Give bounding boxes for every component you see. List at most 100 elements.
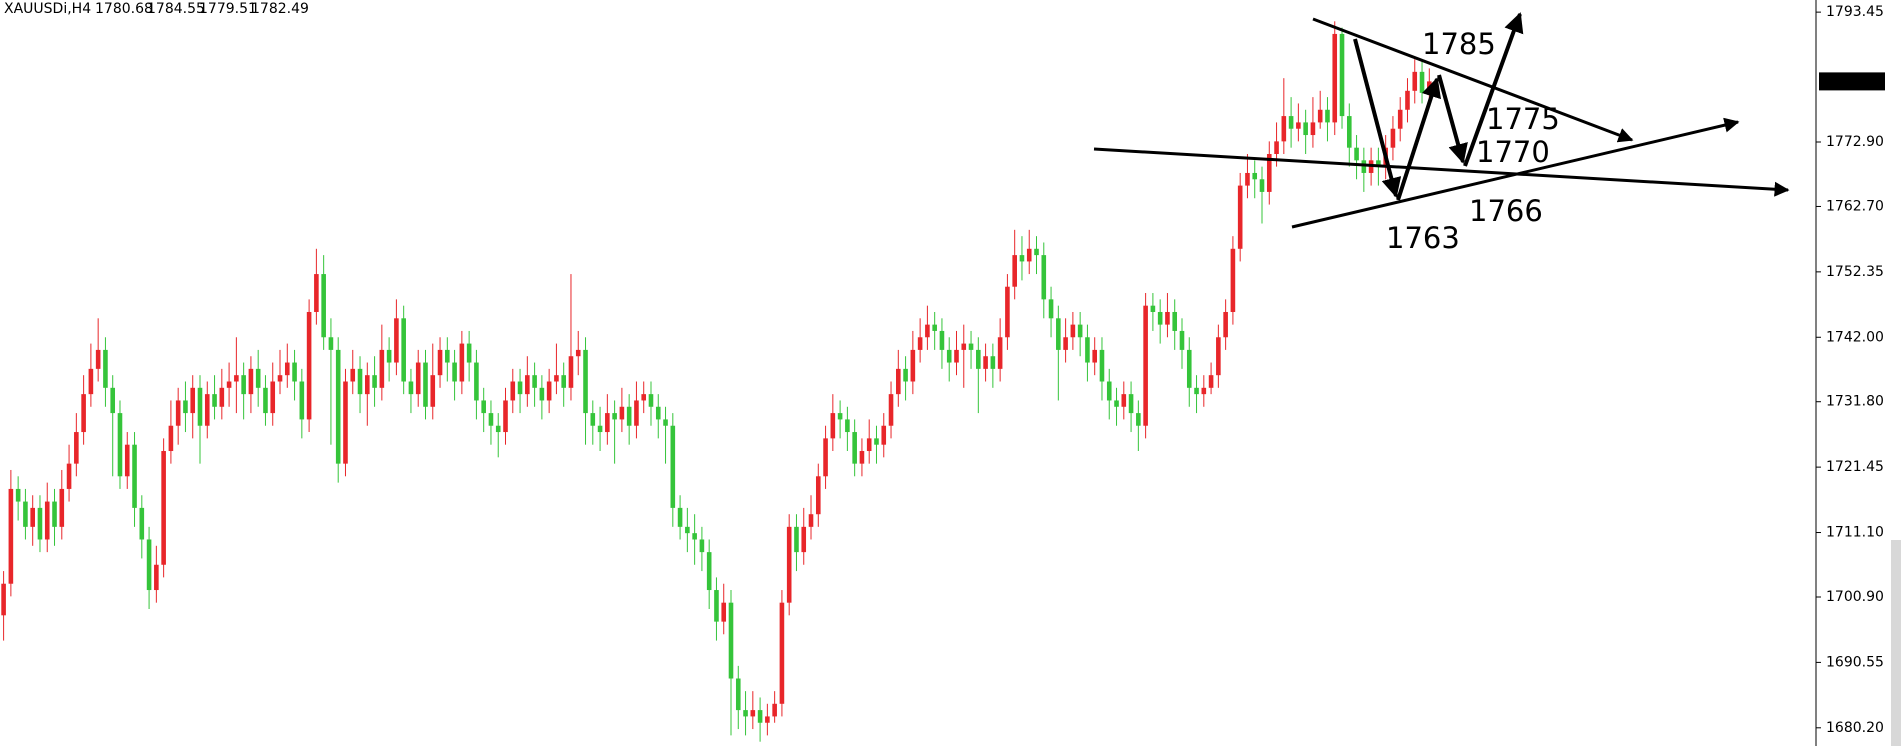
- candle-body: [328, 337, 334, 350]
- candle-body: [677, 507, 683, 527]
- candle-body: [357, 368, 363, 395]
- candle-body: [932, 324, 937, 331]
- candle-body: [466, 343, 472, 363]
- y-tick-label: 1731.80: [1826, 394, 1884, 410]
- candle-body: [568, 356, 574, 388]
- wave-arrow: [1463, 12, 1524, 167]
- candle-body: [1136, 413, 1141, 426]
- scrollbar: [1891, 540, 1901, 746]
- candle-body: [1332, 33, 1338, 123]
- candle-body: [95, 349, 101, 369]
- candle-body: [1186, 349, 1192, 388]
- candle-body: [641, 394, 647, 401]
- candle-body: [139, 507, 145, 540]
- candle-body: [903, 368, 908, 382]
- candle-body: [837, 413, 843, 420]
- candle-body: [124, 444, 130, 477]
- wave-arrow: [1396, 77, 1441, 201]
- candle-body: [445, 349, 450, 363]
- candle-body: [779, 602, 785, 704]
- candle-body: [161, 451, 166, 565]
- candle-body: [525, 375, 530, 395]
- candle-body: [30, 507, 35, 527]
- candle-body: [1201, 387, 1207, 395]
- candle-body: [663, 419, 668, 426]
- candle-body: [772, 703, 777, 717]
- candle-body: [1412, 71, 1418, 91]
- candle-body: [815, 476, 821, 515]
- annotation: 1770: [1476, 135, 1550, 169]
- candle-body: [852, 432, 857, 464]
- candle-body: [459, 343, 465, 382]
- candle-body: [866, 438, 872, 452]
- candle-body: [954, 349, 959, 363]
- candle-body: [117, 413, 123, 477]
- candle-body: [910, 349, 916, 382]
- candle-body: [437, 349, 443, 376]
- candle-body: [1216, 337, 1221, 376]
- annotation: 1775: [1486, 102, 1560, 136]
- candle-body: [1034, 248, 1039, 256]
- candle-body: [1194, 387, 1199, 395]
- candle-body: [168, 425, 174, 452]
- candle-body: [685, 526, 690, 534]
- candle-body: [263, 387, 268, 414]
- candle-body: [204, 394, 210, 426]
- candle-body: [626, 406, 632, 426]
- candle-body: [343, 381, 348, 464]
- candle-body: [37, 507, 43, 540]
- candle-body: [1106, 381, 1112, 401]
- candle-body: [1361, 160, 1367, 173]
- candle-body: [1288, 116, 1294, 129]
- candle-body: [1165, 311, 1170, 325]
- candle-body: [1296, 122, 1301, 129]
- candle-body: [488, 413, 494, 426]
- candle-body: [423, 362, 428, 407]
- candle-body: [554, 375, 559, 382]
- price-box: [1819, 72, 1885, 91]
- candle-body: [619, 406, 625, 420]
- candle-body: [394, 318, 399, 363]
- candle-body: [976, 349, 981, 369]
- candle-body: [1266, 154, 1272, 192]
- candle-body: [1005, 286, 1010, 338]
- candles: [1, 21, 1432, 742]
- candle-body: [183, 400, 188, 414]
- candle-body: [786, 526, 792, 603]
- symbol: XAUUSDi,H4: [4, 1, 91, 17]
- candle-body: [154, 564, 159, 591]
- y-tick-label: 1711.10: [1826, 525, 1884, 541]
- candle-body: [532, 375, 537, 388]
- candle-body: [503, 400, 508, 433]
- candle-body: [103, 349, 108, 388]
- candle-body: [408, 381, 414, 395]
- candle-body: [510, 381, 516, 401]
- candle-body: [1, 583, 6, 616]
- candle-body: [1376, 160, 1381, 167]
- candle-body: [74, 432, 79, 464]
- candle-body: [1208, 375, 1214, 388]
- trend-arrow: [1093, 147, 1790, 197]
- candle-body: [284, 362, 290, 376]
- candle-body: [583, 349, 588, 414]
- candle-body: [365, 375, 370, 395]
- candle-body: [917, 337, 923, 350]
- annotation: 1785: [1422, 27, 1496, 61]
- candle-body: [990, 356, 996, 369]
- candle-body: [1077, 324, 1083, 338]
- candle-body: [655, 406, 661, 420]
- candle-body: [379, 349, 385, 388]
- candle-body: [197, 387, 203, 426]
- candle-body: [1427, 81, 1432, 93]
- candle-body: [415, 362, 421, 395]
- candle-body: [597, 425, 603, 433]
- header-open: 1780.68: [95, 1, 153, 17]
- header-close: 1782.49: [251, 1, 309, 17]
- candle-body: [110, 387, 116, 414]
- candle-body: [59, 488, 65, 527]
- candle-body: [961, 343, 967, 350]
- candle-body: [175, 400, 181, 426]
- candle-body: [212, 394, 217, 407]
- candle-body: [66, 463, 72, 489]
